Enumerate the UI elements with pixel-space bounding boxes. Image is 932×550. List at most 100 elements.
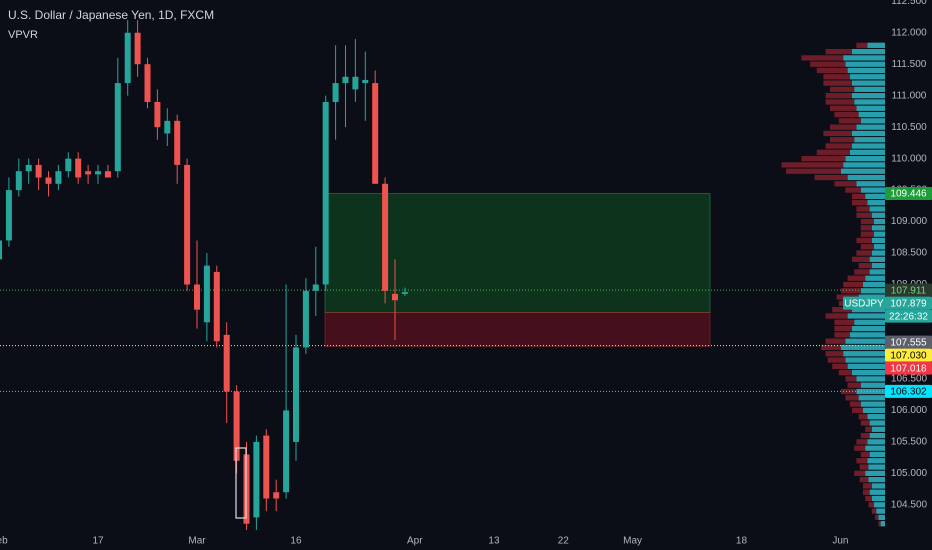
vp-up-bar <box>856 105 885 111</box>
vp-down-bar <box>825 99 855 105</box>
y-tick-label: 111.500 <box>892 59 927 70</box>
vp-down-bar <box>832 363 848 369</box>
vp-up-bar <box>869 489 885 495</box>
price-badge <box>885 348 932 362</box>
vp-down-bar <box>786 168 841 174</box>
position-loss <box>324 312 711 347</box>
vp-down-bar <box>852 200 868 206</box>
vp-down-bar <box>830 105 857 111</box>
candle-body <box>95 171 102 175</box>
candle-body <box>263 435 270 499</box>
vp-up-bar <box>845 155 885 162</box>
vp-down-bar <box>841 388 857 395</box>
vp-down-bar <box>830 137 855 143</box>
candle-body <box>5 190 12 241</box>
vp-up-bar <box>856 181 885 187</box>
vp-down-bar <box>834 325 852 332</box>
vp-down-bar <box>832 307 852 313</box>
vp-up-bar <box>869 206 885 212</box>
vp-down-bar <box>863 483 872 489</box>
candle-body <box>75 158 82 178</box>
plot-area <box>0 20 885 530</box>
y-tick-label: 105.000 <box>891 468 928 479</box>
candle-body <box>283 410 290 493</box>
candle-body <box>223 334 230 392</box>
vp-up-bar <box>867 439 885 445</box>
vp-up-bar <box>865 275 885 281</box>
vp-up-bar <box>871 262 885 269</box>
vp-up-bar <box>867 200 885 206</box>
x-tick-label: Jun <box>832 536 848 547</box>
vp-up-bar <box>871 237 885 244</box>
vp-up-bar <box>854 86 885 93</box>
candle-body <box>233 391 240 461</box>
vp-down-bar <box>871 508 877 514</box>
vp-down-bar <box>827 357 846 363</box>
vp-down-bar <box>830 124 857 130</box>
vp-down-bar <box>834 111 859 118</box>
x-tick-label: 13 <box>488 536 500 547</box>
vp-down-bar <box>834 319 855 325</box>
vp-up-bar <box>869 256 885 262</box>
vp-up-bar <box>845 357 885 363</box>
candle-body <box>164 120 171 134</box>
vp-down-bar <box>865 495 872 502</box>
vp-up-bar <box>871 250 885 256</box>
vp-up-bar <box>869 451 885 458</box>
vp-down-bar <box>865 426 872 432</box>
vp-up-bar <box>863 281 885 288</box>
vp-down-bar <box>863 489 870 495</box>
vp-down-bar <box>860 231 874 237</box>
vp-down-bar <box>854 470 866 476</box>
vp-down-bar <box>868 502 874 508</box>
y-tick-label: 106.000 <box>891 405 928 416</box>
vp-up-bar <box>852 325 885 332</box>
vp-up-bar <box>876 508 885 514</box>
candle-body <box>372 83 379 184</box>
price-badge-label: 106.302 <box>890 387 927 398</box>
vp-down-bar <box>830 86 855 93</box>
vp-up-bar <box>865 470 885 476</box>
y-tick-label: 111.000 <box>892 90 927 101</box>
candle-body <box>342 76 349 84</box>
vp-up-bar <box>852 48 885 55</box>
x-tick-label: 17 <box>92 536 104 547</box>
y-tick-label: 108.500 <box>891 248 928 259</box>
vp-up-bar <box>858 111 885 118</box>
candle-body <box>352 76 359 90</box>
vp-up-bar <box>852 80 885 86</box>
vp-down-bar <box>852 256 870 262</box>
candle-body <box>104 171 111 178</box>
vp-up-bar <box>880 521 885 527</box>
vp-down-bar <box>875 514 879 521</box>
vp-up-bar <box>874 502 885 508</box>
candle-body <box>124 32 131 84</box>
vp-down-bar <box>834 181 857 187</box>
candle-body <box>322 101 329 285</box>
vp-down-bar <box>858 262 872 269</box>
vp-down-bar <box>814 174 848 181</box>
vp-down-bar <box>856 458 868 464</box>
vp-down-bar <box>845 376 857 382</box>
vp-up-bar <box>865 193 885 200</box>
x-tick-label: Apr <box>407 536 423 547</box>
x-tick-label: May <box>623 536 642 547</box>
candle-body <box>114 83 121 172</box>
vp-down-bar <box>825 143 852 149</box>
candle-body <box>15 171 22 191</box>
vp-up-bar <box>852 307 885 313</box>
price-badge <box>885 335 932 349</box>
price-badge-label: 107.879 <box>890 298 927 309</box>
vp-down-bar <box>821 344 841 351</box>
vp-up-bar <box>860 118 885 124</box>
vp-down-bar <box>859 476 869 483</box>
countdown-label: 22:26:32 <box>889 311 928 322</box>
vp-down-bar <box>856 42 868 48</box>
x-tick-label: 16 <box>290 536 302 547</box>
vp-down-bar <box>860 218 874 225</box>
vp-down-bar <box>847 382 861 388</box>
vp-up-bar <box>867 414 885 420</box>
candle-body <box>0 240 3 260</box>
candle-body <box>65 158 72 172</box>
vp-down-bar <box>860 420 870 426</box>
